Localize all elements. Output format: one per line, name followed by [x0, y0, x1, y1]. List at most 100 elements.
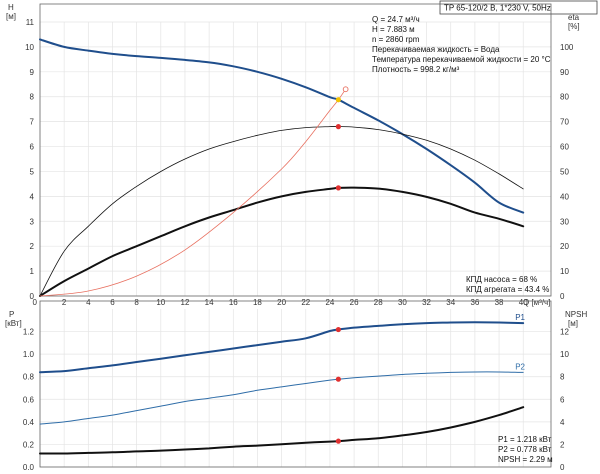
series-layer — [39, 38, 525, 455]
y-tick-label-right: 6 — [560, 395, 565, 404]
x-tick-label: 34 — [446, 298, 455, 307]
y-tick-label-left: 0.0 — [23, 463, 35, 472]
operating-point-marker — [335, 185, 341, 191]
y-tick-label-right: 0 — [560, 292, 565, 301]
y-tick-label-left: 0.4 — [23, 418, 35, 427]
y-tick-label-left: 1.0 — [23, 350, 35, 359]
series-label-P2: P2 — [515, 362, 525, 371]
info-p2: P2 = 0.778 кВт — [498, 445, 552, 454]
y-tick-label-left: 0.2 — [23, 440, 35, 449]
y-tick-label-left: 9 — [30, 68, 35, 77]
series-label-P1: P1 — [515, 313, 525, 322]
operating-point-marker — [335, 124, 341, 130]
y-tick-label-left: 2 — [30, 242, 35, 251]
top-plot-frame — [39, 3, 552, 297]
y-tick-label-left: 0.8 — [23, 373, 35, 382]
y-tick-label-left: 3 — [30, 217, 35, 226]
y-axis-label-left: H — [8, 3, 14, 12]
y-axis-label-left-unit: [кВт] — [5, 319, 22, 328]
series-P1 — [39, 321, 525, 374]
x-tick-label: 14 — [205, 298, 214, 307]
y-tick-label-right: 20 — [560, 242, 569, 251]
x-tick-label: 32 — [422, 298, 431, 307]
y-tick-label-right: 80 — [560, 93, 569, 102]
y-tick-label-right: 4 — [560, 418, 565, 427]
info-unit-eff: КПД агрегата = 43.4 % — [466, 285, 549, 294]
y-tick-label-right: 0 — [560, 463, 565, 472]
marker-layer — [335, 86, 349, 444]
y-axis-label-right: NPSH — [565, 310, 587, 319]
info-p1: P1 = 1.218 кВт — [498, 435, 552, 444]
chart-title: TP 65-120/2 B, 1*230 V, 50Hz — [444, 4, 551, 13]
y-axis-label-left: P — [9, 310, 14, 319]
x-tick-label: 24 — [325, 298, 334, 307]
y-tick-label-right: 30 — [560, 217, 569, 226]
system-curve-end-marker — [342, 86, 349, 93]
y-tick-label-right: 10 — [560, 267, 569, 276]
info-npsh: NPSH = 2.29 м — [498, 455, 553, 464]
info-pump-eff: КПД насоса = 68 % — [466, 275, 537, 284]
x-tick-label: 2 — [62, 298, 67, 307]
y-axis-label-right-unit: [%] — [568, 22, 580, 31]
series-P2 — [39, 371, 524, 425]
x-tick-label: 28 — [374, 298, 383, 307]
y-tick-label-right: 2 — [560, 440, 565, 449]
series-system — [39, 88, 346, 297]
x-axis-label: Q [м³/ч] — [523, 298, 550, 307]
x-tick-label: 22 — [301, 298, 310, 307]
y-tick-label-right: 60 — [560, 143, 569, 152]
y-tick-label-left: 1 — [30, 267, 35, 276]
operating-point-marker — [335, 438, 341, 444]
y-tick-label-left: 8 — [30, 93, 35, 102]
y-tick-label-left: 0 — [30, 292, 35, 301]
info-flow: Q = 24.7 м³/ч — [372, 15, 420, 24]
x-tick-label: 6 — [110, 298, 115, 307]
y-tick-label-left: 1.2 — [23, 328, 35, 337]
y-tick-label-right: 8 — [560, 373, 565, 382]
y-axis-label-right-unit: [м] — [568, 319, 578, 328]
y-tick-label-left: 5 — [30, 167, 35, 176]
axes: 2 4 6 8 10 12 14 16 18 20 22 24 26 28 30 32 34 36 38 400123… — [5, 3, 587, 472]
x-tick-label: 10 — [156, 298, 165, 307]
y-tick-label-right: 100 — [560, 43, 574, 52]
info-liquid: Перекачиваемая жидкость = Вода — [372, 45, 500, 54]
y-tick-label-left: 10 — [25, 43, 34, 52]
info-density: Плотность = 998.2 кг/м³ — [372, 65, 460, 74]
y-tick-label-left: 0.6 — [23, 395, 35, 404]
y-tick-label-right: 70 — [560, 118, 569, 127]
info-head: H = 7.883 м — [372, 25, 415, 34]
series-NPSH — [39, 406, 525, 455]
x-tick-label: 18 — [253, 298, 262, 307]
info-speed: n = 2860 rpm — [372, 35, 420, 44]
x-tick-label: 16 — [229, 298, 238, 307]
y-tick-label-left: 4 — [30, 192, 35, 201]
y-tick-label-right: 10 — [560, 350, 569, 359]
operating-point-marker — [335, 97, 341, 103]
x-tick-label: 30 — [398, 298, 407, 307]
y-tick-label-right: 12 — [560, 328, 569, 337]
x-tick-label: 40 — [519, 298, 528, 307]
x-tick-label: 38 — [495, 298, 504, 307]
series-pump_eff — [39, 126, 524, 297]
y-tick-label-left: 6 — [30, 143, 35, 152]
y-tick-label-right: 50 — [560, 167, 569, 176]
y-tick-label-left: 11 — [26, 18, 35, 27]
x-tick-label: 0 — [33, 298, 38, 307]
y-axis-label-left-unit: [м] — [6, 12, 16, 21]
x-tick-label: 8 — [134, 298, 139, 307]
series-unit_eff — [39, 186, 525, 297]
x-tick-label: 26 — [350, 298, 359, 307]
x-tick-label: 4 — [86, 298, 91, 307]
y-tick-label-right: 90 — [560, 68, 569, 77]
operating-point-marker — [335, 326, 341, 333]
operating-point-marker — [335, 376, 341, 382]
bottom-plot-frame — [39, 300, 552, 468]
info-temperature: Температура перекачиваемой жидкости = 20… — [372, 55, 551, 64]
x-tick-label: 36 — [470, 298, 479, 307]
x-tick-label: 20 — [277, 298, 286, 307]
y-tick-label-right: 40 — [560, 192, 569, 201]
bottom-grid — [39, 309, 551, 468]
y-tick-label-left: 7 — [30, 118, 35, 127]
y-axis-label-right: eta — [568, 13, 580, 22]
